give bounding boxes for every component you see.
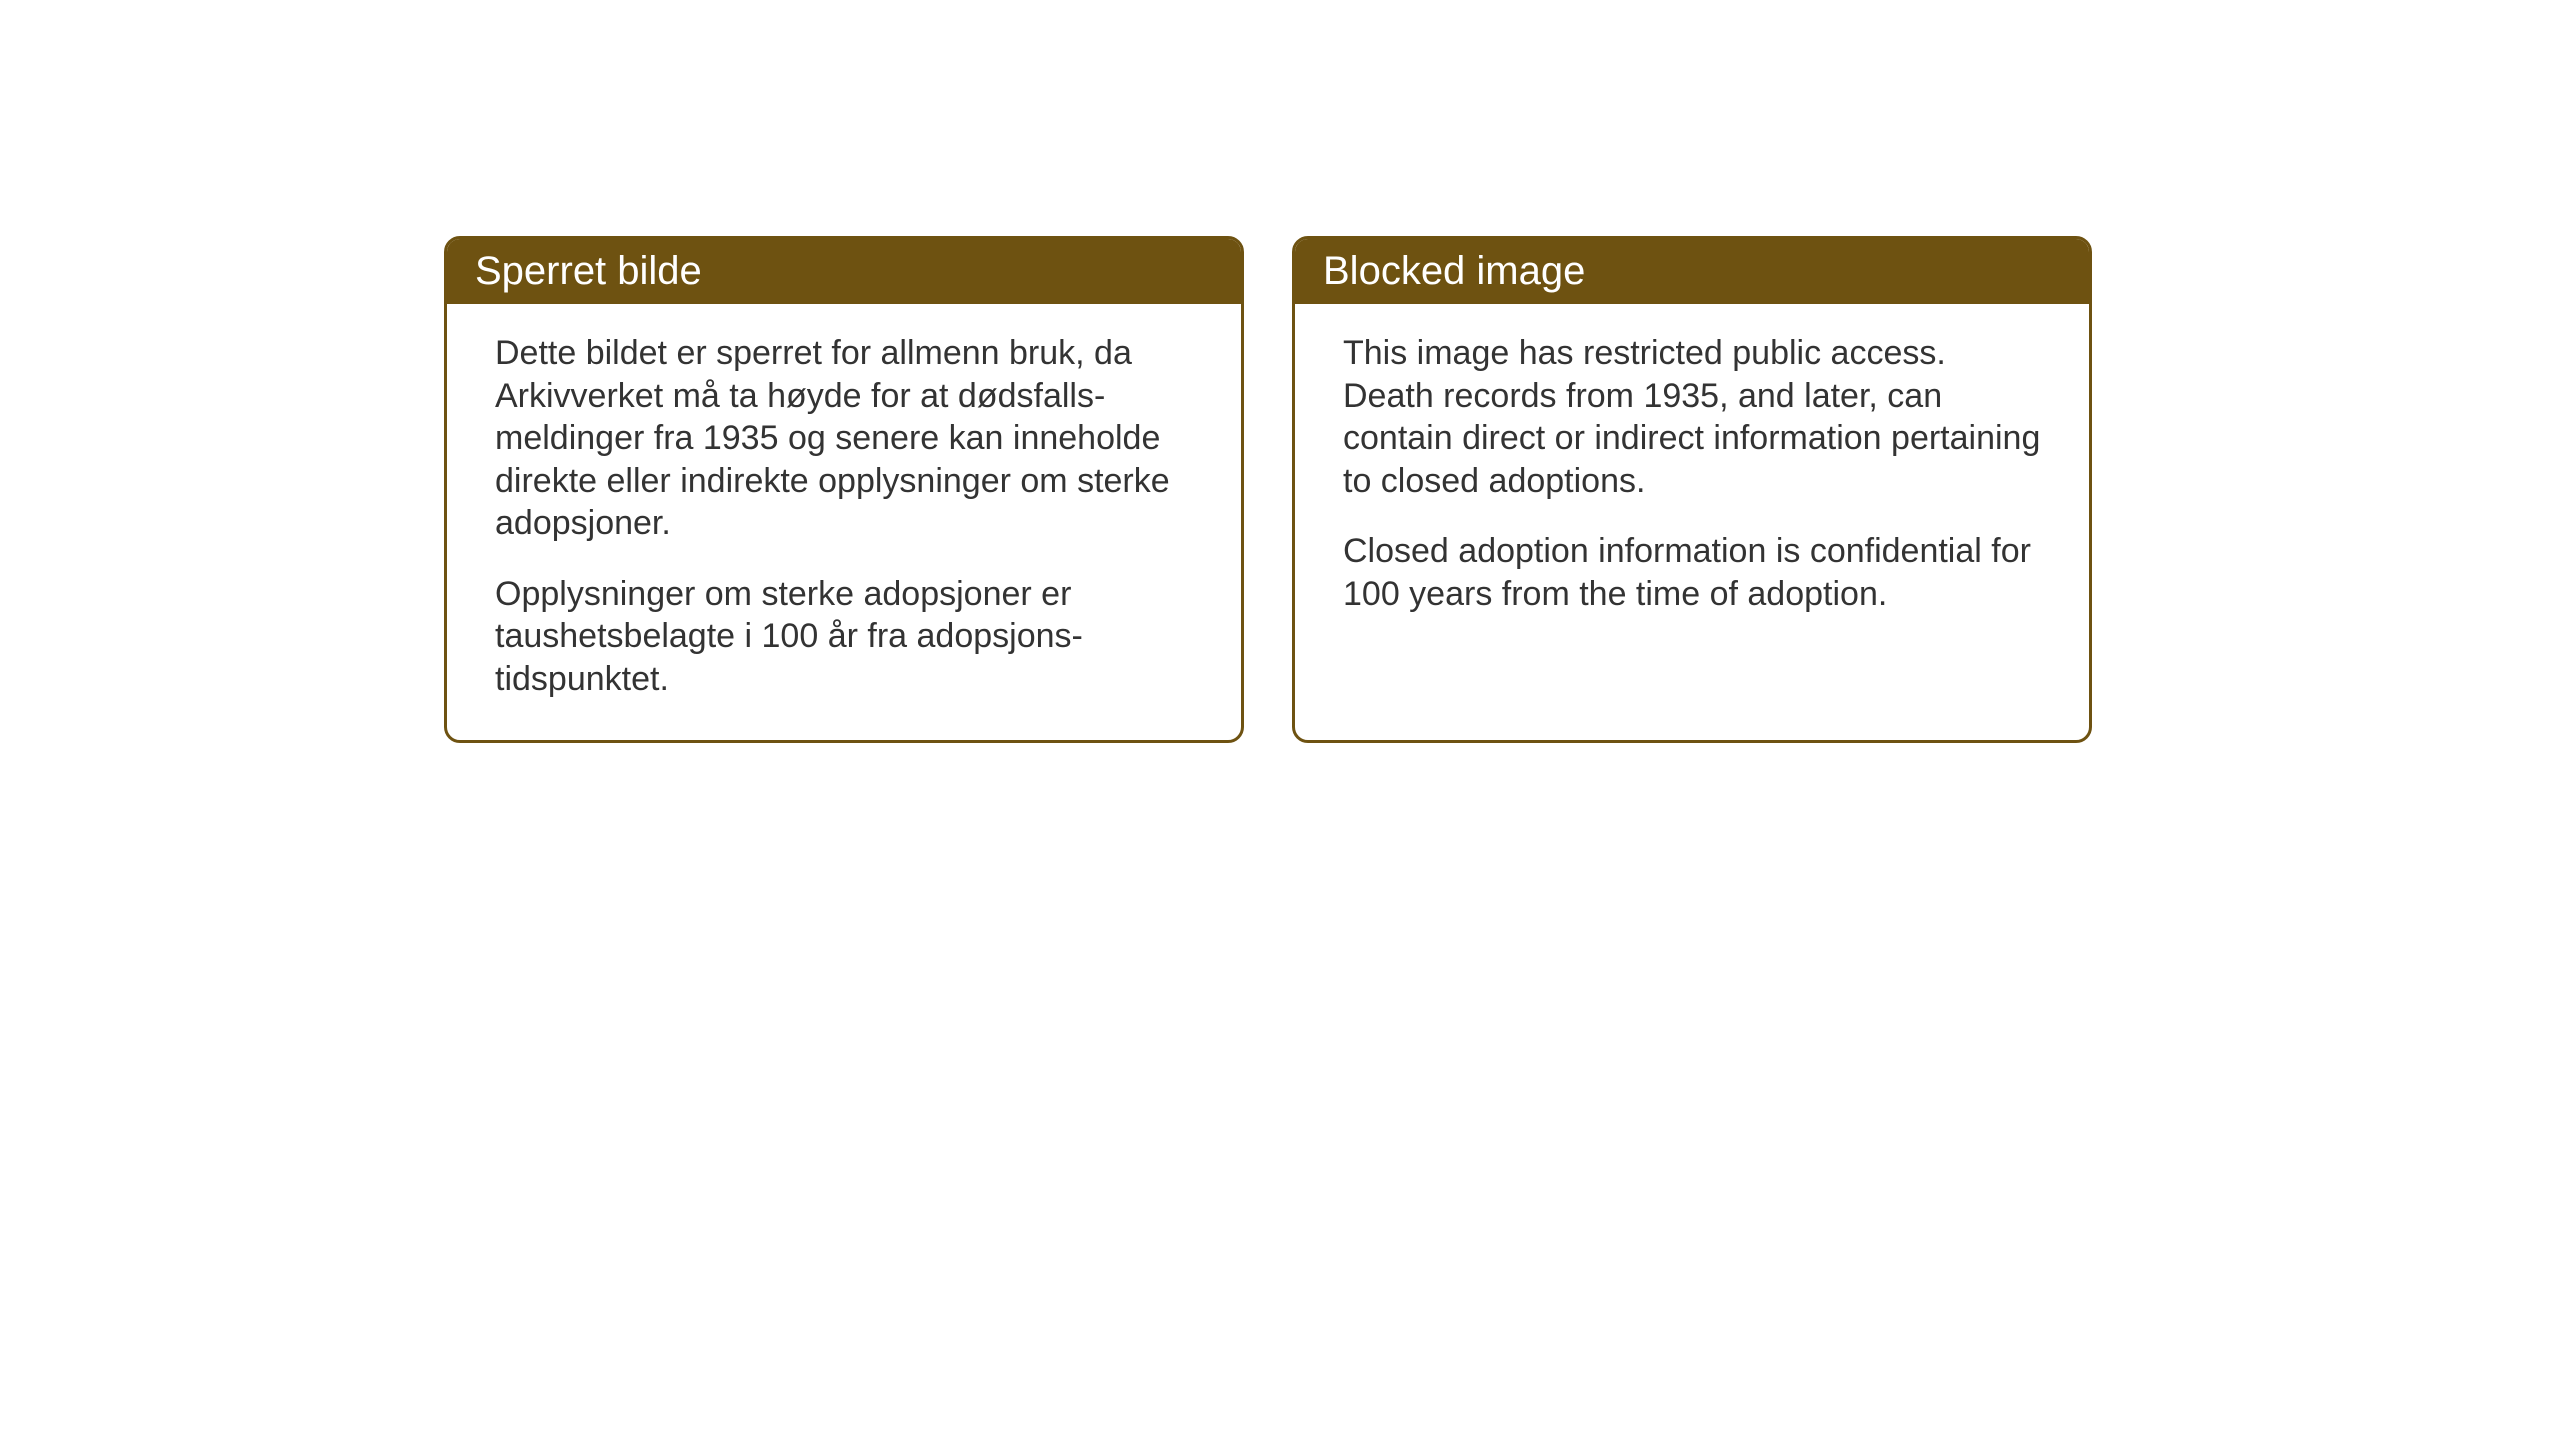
card-title-norwegian: Sperret bilde [475, 249, 702, 293]
card-paragraph-2-norwegian: Opplysninger om sterke adopsjoner er tau… [495, 573, 1193, 701]
notice-card-english: Blocked image This image has restricted … [1292, 236, 2092, 743]
card-body-norwegian: Dette bildet er sperret for allmenn bruk… [447, 304, 1241, 740]
notice-card-norwegian: Sperret bilde Dette bildet er sperret fo… [444, 236, 1244, 743]
card-title-english: Blocked image [1323, 249, 1585, 293]
notice-container: Sperret bilde Dette bildet er sperret fo… [444, 236, 2092, 743]
card-paragraph-1-norwegian: Dette bildet er sperret for allmenn bruk… [495, 332, 1193, 545]
card-header-english: Blocked image [1295, 239, 2089, 304]
card-paragraph-1-english: This image has restricted public access.… [1343, 332, 2041, 502]
card-header-norwegian: Sperret bilde [447, 239, 1241, 304]
card-paragraph-2-english: Closed adoption information is confident… [1343, 530, 2041, 615]
card-body-english: This image has restricted public access.… [1295, 304, 2089, 734]
